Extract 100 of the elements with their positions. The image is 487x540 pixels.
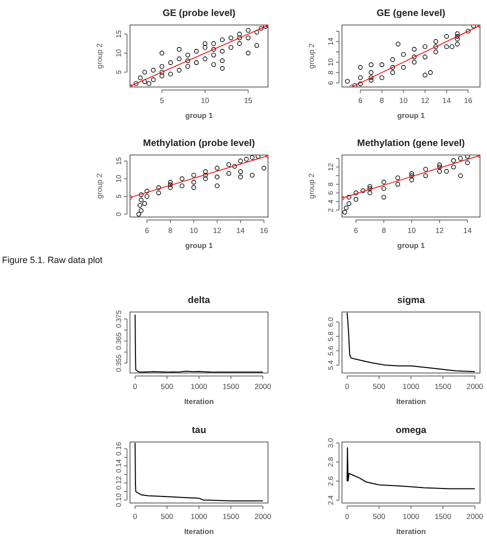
point <box>211 52 216 58</box>
point <box>368 184 372 189</box>
point <box>156 190 162 196</box>
point <box>412 46 417 52</box>
point <box>180 176 184 182</box>
point <box>254 43 260 48</box>
point <box>358 82 363 86</box>
point <box>390 57 396 62</box>
point <box>422 72 428 78</box>
point <box>444 169 449 174</box>
point <box>354 196 358 202</box>
point <box>214 174 220 180</box>
point <box>168 185 173 190</box>
point <box>380 62 384 68</box>
point <box>134 81 138 86</box>
point <box>138 192 144 198</box>
point <box>342 210 348 215</box>
point <box>368 75 374 80</box>
point <box>220 58 225 64</box>
point <box>180 183 184 188</box>
point <box>428 70 433 75</box>
point <box>150 68 156 73</box>
point <box>368 78 374 83</box>
point <box>168 182 173 188</box>
point <box>191 185 196 190</box>
point <box>226 162 232 167</box>
point <box>409 173 414 178</box>
point <box>455 31 460 36</box>
point <box>138 202 142 208</box>
point <box>142 201 147 206</box>
point <box>142 79 148 84</box>
point <box>465 160 470 166</box>
chart-title: tau <box>192 425 206 436</box>
point <box>168 180 173 185</box>
point <box>380 75 384 80</box>
point <box>202 45 208 50</box>
point <box>412 54 417 60</box>
point <box>455 36 460 42</box>
point <box>422 44 428 50</box>
point <box>203 172 208 178</box>
chart-title: omega <box>396 425 428 436</box>
chart-title: delta <box>188 295 211 306</box>
point <box>138 76 143 80</box>
point <box>138 198 144 202</box>
point <box>232 164 238 169</box>
point <box>226 171 232 176</box>
point <box>256 155 260 159</box>
point <box>220 66 225 71</box>
point <box>138 208 144 213</box>
point <box>390 70 396 75</box>
point <box>160 70 164 75</box>
point <box>395 182 400 187</box>
point <box>346 201 352 206</box>
point <box>191 172 196 178</box>
point <box>358 75 363 80</box>
point <box>437 162 442 168</box>
chart-title: GE (probe level) <box>162 8 236 19</box>
point <box>160 74 164 78</box>
point <box>194 48 199 54</box>
point <box>465 155 470 159</box>
point <box>458 156 463 161</box>
point <box>345 78 350 84</box>
point <box>142 70 148 75</box>
chart-title: Methylation (gene level) <box>357 138 465 149</box>
point <box>401 52 406 57</box>
point <box>368 62 374 68</box>
point <box>146 81 152 86</box>
point <box>451 164 456 170</box>
point <box>202 56 208 62</box>
point <box>176 56 182 62</box>
point <box>433 50 438 54</box>
chart-title: Methylation (probe level) <box>143 138 255 149</box>
point <box>368 70 374 75</box>
point <box>409 178 414 182</box>
point <box>160 50 164 56</box>
point <box>168 72 173 76</box>
point <box>412 60 417 65</box>
point <box>395 175 400 180</box>
point <box>422 54 428 60</box>
point <box>423 166 428 172</box>
point <box>458 173 463 178</box>
point <box>176 68 182 73</box>
point <box>250 155 255 160</box>
point <box>344 206 349 210</box>
point <box>238 158 243 164</box>
point <box>160 64 164 69</box>
point <box>444 34 449 39</box>
point <box>360 188 366 194</box>
point <box>228 45 234 50</box>
point <box>254 30 260 35</box>
point <box>444 44 449 50</box>
point <box>203 169 208 174</box>
point <box>214 183 220 188</box>
point <box>433 44 438 50</box>
point <box>228 36 234 40</box>
point <box>246 36 251 40</box>
point <box>451 158 456 163</box>
point <box>450 44 454 50</box>
point <box>176 46 182 52</box>
point <box>244 156 249 162</box>
